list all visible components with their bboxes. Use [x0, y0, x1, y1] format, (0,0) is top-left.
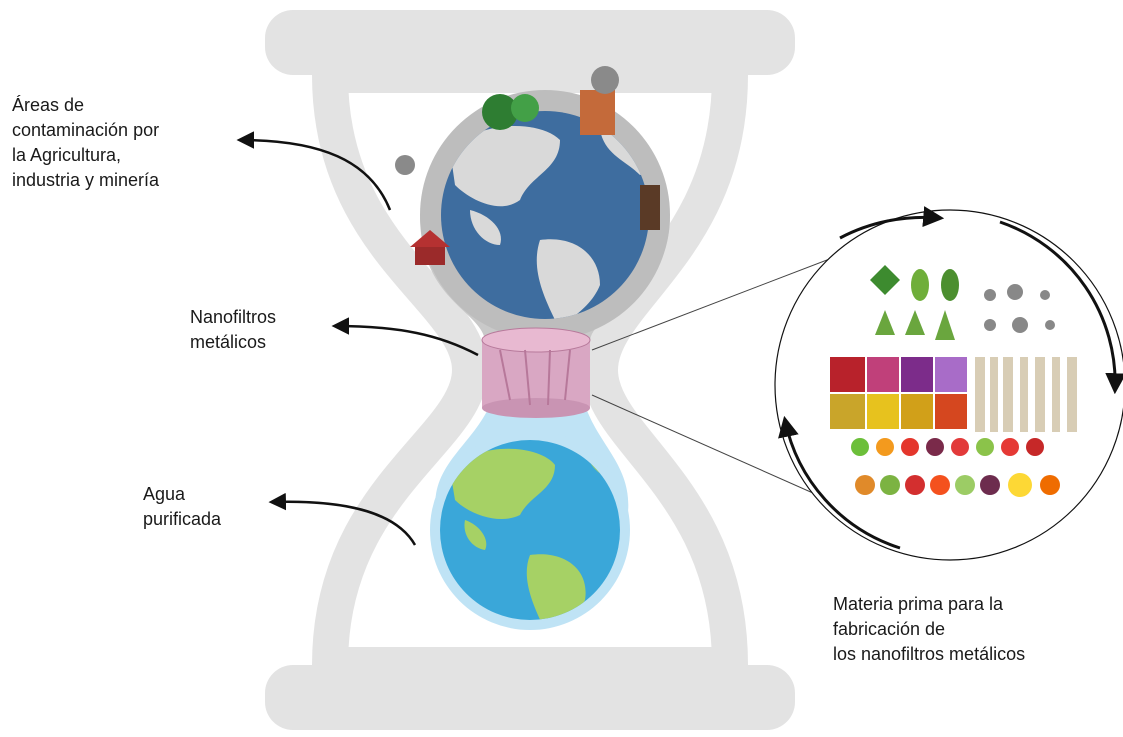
label-line: industria y minería: [12, 170, 160, 190]
label-line: purificada: [143, 509, 222, 529]
raw-material-circle: [775, 210, 1123, 560]
label-line: Nanofiltros: [190, 307, 276, 327]
label-line: metálicos: [190, 332, 266, 352]
label-line: Agua: [143, 484, 186, 504]
nanofilter: [482, 328, 590, 418]
label-line: los nanofiltros metálicos: [833, 644, 1025, 664]
diagram: Áreas de contaminación por la Agricultur…: [0, 0, 1123, 737]
label-line: Áreas de: [12, 95, 84, 115]
label-line: Materia prima para la: [833, 594, 1004, 614]
label-line: fabricación de: [833, 619, 945, 639]
label-line: contaminación por: [12, 120, 159, 140]
label-line: la Agricultura,: [12, 145, 121, 165]
page: Áreas de contaminación por la Agricultur…: [0, 0, 1123, 737]
